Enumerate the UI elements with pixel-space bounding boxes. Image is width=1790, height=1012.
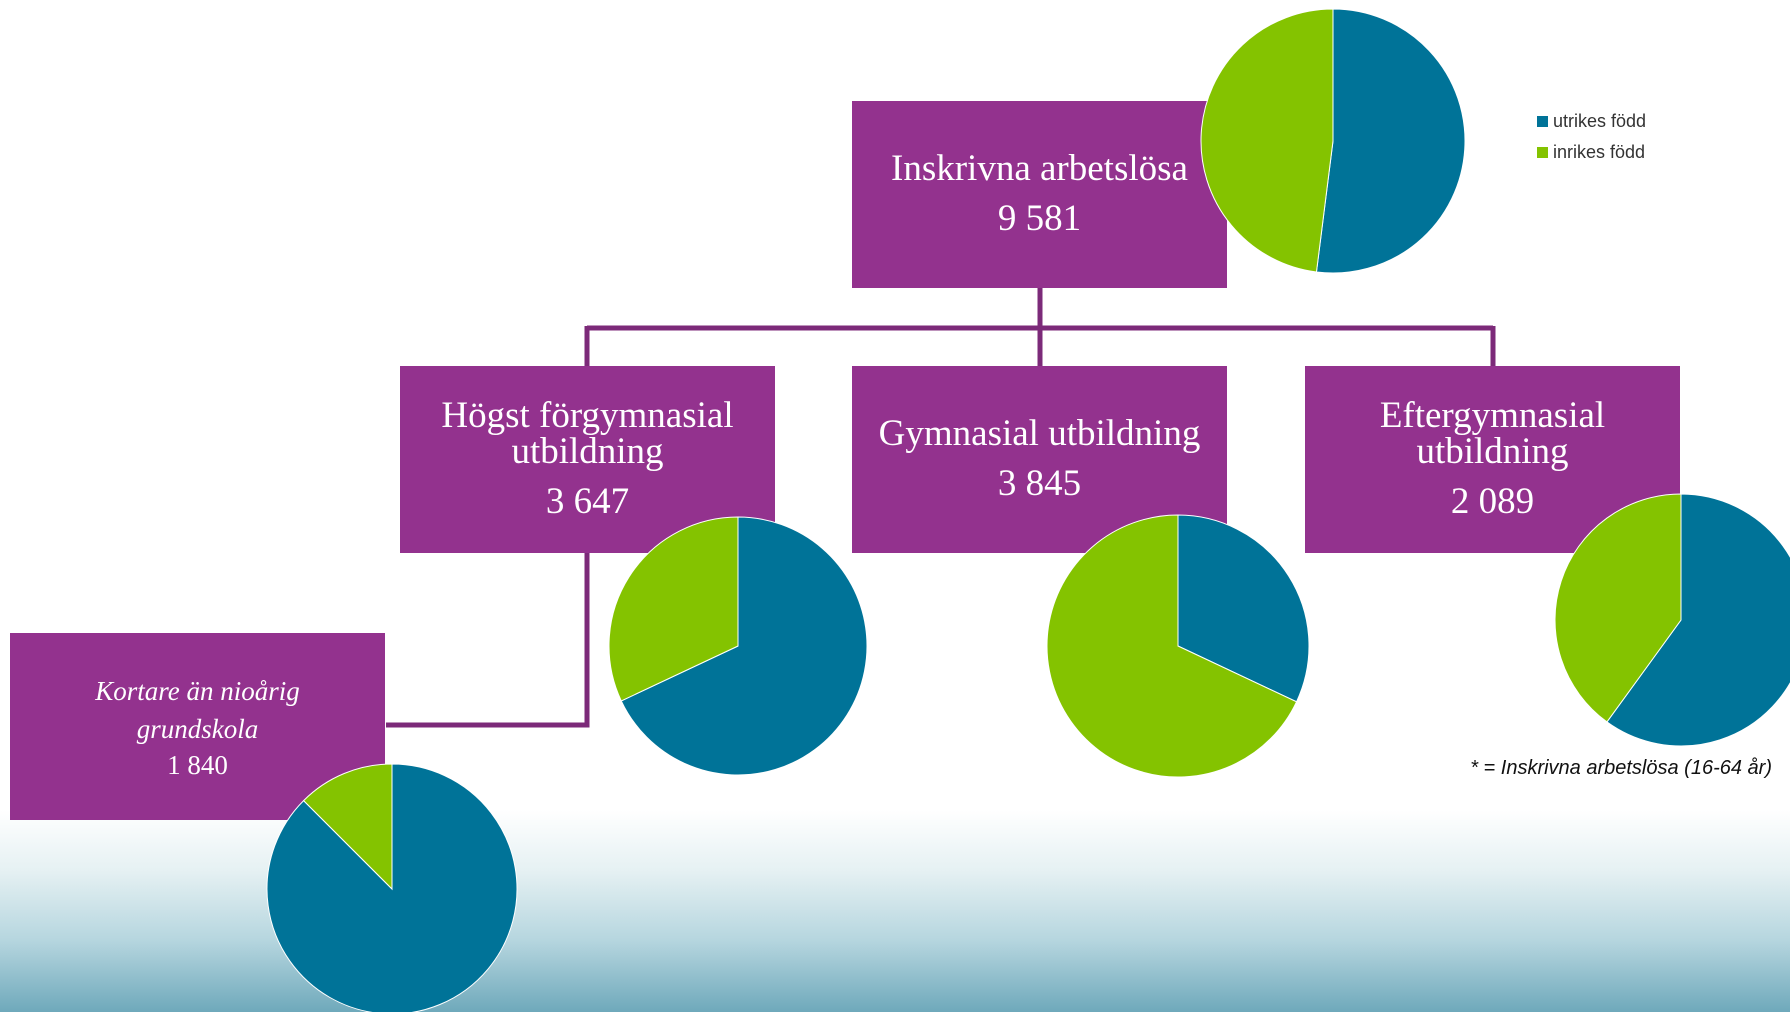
pie-gymnasial [1046, 514, 1310, 778]
node-eftergymnasial-label: Eftergymnasial utbildning [1379, 394, 1606, 472]
legend: utrikes född inrikes född [1537, 106, 1646, 168]
legend-swatch-inrikes [1537, 147, 1548, 158]
node-eftergymnasial-value: 2 089 [1450, 480, 1535, 522]
legend-item-inrikes: inrikes född [1537, 137, 1646, 168]
pie-forgymnasial [608, 516, 868, 776]
node-total-value: 9 581 [997, 197, 1082, 239]
pie-grundskola-slice-inrikes [302, 763, 393, 891]
pie-total-slice-utrikes [1315, 8, 1466, 274]
node-gymnasial-label: Gymnasial utbildning [878, 412, 1201, 454]
footnote: * = Inskrivna arbetslösa (16-64 år) [1470, 757, 1772, 779]
pie-total [1200, 8, 1466, 274]
legend-label-utrikes: utrikes född [1553, 111, 1647, 131]
legend-label-inrikes: inrikes född [1553, 142, 1646, 162]
legend-swatch-utrikes [1537, 116, 1548, 127]
legend-item-utrikes: utrikes född [1537, 106, 1646, 137]
pie-eftergymnasial-slice-utrikes [1606, 493, 1790, 747]
node-forgymnasial-label: Högst förgymnasial utbildning [441, 394, 734, 472]
node-forgymnasial: Högst förgymnasial utbildning 3 647 [400, 366, 775, 553]
node-grundskola-label: Kortare än nioårig grundskola [95, 675, 300, 744]
node-forgymnasial-value: 3 647 [545, 480, 630, 522]
connector-grundskola [386, 553, 590, 728]
node-gymnasial-value: 3 845 [997, 462, 1082, 504]
node-total: Inskrivna arbetslösa 9 581 [852, 101, 1227, 288]
pie-gymnasial-slice-utrikes [1177, 514, 1310, 703]
pie-total-slice-inrikes [1200, 8, 1334, 273]
pie-eftergymnasial [1554, 493, 1790, 747]
pie-forgymnasial-slice-inrikes [608, 516, 739, 702]
pie-eftergymnasial-slice-inrikes [1554, 493, 1682, 723]
node-grundskola-value: 1 840 [167, 749, 228, 780]
pie-gymnasial-slice-inrikes [1046, 514, 1298, 778]
node-total-label: Inskrivna arbetslösa [891, 147, 1188, 189]
pie-grundskola [266, 763, 518, 1012]
pie-forgymnasial-slice-utrikes [620, 516, 868, 776]
